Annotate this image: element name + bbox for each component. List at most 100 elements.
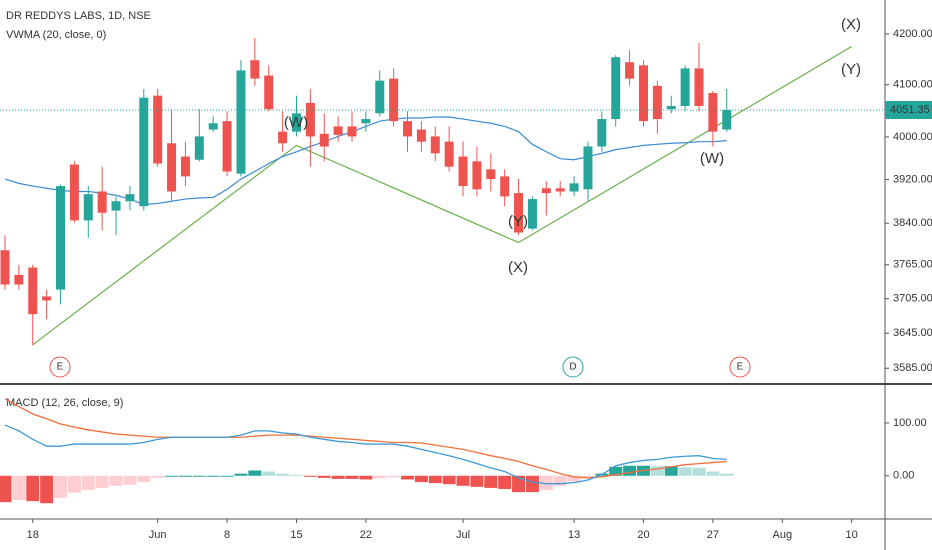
histogram-bar bbox=[165, 475, 179, 477]
macd-line bbox=[4, 424, 727, 485]
candle-body bbox=[250, 60, 260, 79]
histogram-bar bbox=[401, 475, 415, 480]
candle-body bbox=[42, 296, 52, 301]
histogram-bar bbox=[206, 475, 220, 477]
candle-body bbox=[486, 169, 496, 180]
candle-body bbox=[541, 188, 551, 194]
y-tick-label: 4100.00 bbox=[893, 79, 932, 91]
candle-body bbox=[500, 176, 510, 197]
y-tick-label: 3765.00 bbox=[893, 259, 932, 271]
x-tick-label: 20 bbox=[637, 529, 649, 541]
histogram-bar bbox=[109, 475, 123, 486]
histogram-bar bbox=[498, 475, 512, 489]
y-tick-label: 3920.00 bbox=[893, 173, 932, 185]
histogram-bar bbox=[248, 470, 262, 476]
histogram-bar bbox=[706, 471, 720, 476]
wave-label: (X) bbox=[841, 16, 861, 33]
x-tick-label: 18 bbox=[27, 529, 39, 541]
histogram-bar bbox=[428, 475, 442, 484]
y-tick-label: 100.00 bbox=[893, 417, 927, 429]
histogram-bar bbox=[484, 475, 498, 488]
y-tick-label: 4200.00 bbox=[893, 28, 932, 40]
indicator-label: MACD (12, 26, close, 9) bbox=[6, 397, 123, 409]
signal-line bbox=[4, 398, 727, 479]
candle-body bbox=[361, 119, 371, 124]
y-tick-label: 3705.00 bbox=[893, 293, 932, 305]
candle-body bbox=[694, 68, 704, 107]
wave-line bbox=[32, 46, 852, 346]
histogram-bar bbox=[220, 475, 234, 477]
histogram-bar bbox=[414, 475, 428, 483]
candle-body bbox=[472, 161, 482, 190]
candle-body bbox=[625, 62, 635, 79]
candle-body bbox=[236, 70, 246, 174]
histogram-bar bbox=[720, 473, 734, 476]
candle-body bbox=[14, 274, 24, 285]
histogram-bar bbox=[512, 475, 526, 493]
histogram-bar bbox=[581, 475, 595, 478]
candle-body bbox=[305, 102, 315, 137]
x-tick-label: Jul bbox=[456, 529, 470, 541]
candle-body bbox=[652, 85, 662, 120]
wave-label: (Y) bbox=[508, 213, 528, 230]
x-tick-label: Aug bbox=[772, 529, 792, 541]
histogram-bar bbox=[123, 475, 137, 485]
candle-body bbox=[444, 141, 454, 167]
histogram-bar bbox=[317, 475, 331, 478]
candle-body bbox=[403, 121, 413, 137]
candle-body bbox=[153, 95, 163, 164]
histogram-bar bbox=[553, 475, 567, 486]
histogram-bar bbox=[345, 475, 359, 479]
histogram-bar bbox=[26, 475, 40, 502]
histogram-bar bbox=[303, 475, 317, 477]
histogram-bar bbox=[678, 467, 692, 476]
histogram-bar bbox=[359, 475, 373, 480]
candle-body bbox=[139, 97, 149, 207]
event-marker bbox=[562, 356, 584, 378]
candle-body bbox=[458, 156, 468, 187]
candle-body bbox=[208, 123, 218, 130]
x-tick-label: 27 bbox=[707, 529, 719, 541]
event-marker bbox=[49, 356, 71, 378]
wave-label: (Y) bbox=[841, 61, 861, 78]
candle-body bbox=[555, 188, 565, 192]
histogram-bar bbox=[0, 475, 12, 503]
last-price-box bbox=[885, 101, 932, 120]
candle-body bbox=[514, 193, 524, 233]
candle-body bbox=[722, 110, 732, 130]
histogram-bar bbox=[12, 475, 26, 501]
histogram-bar bbox=[692, 467, 706, 476]
indicator-label: VWMA (20, close, 0) bbox=[6, 29, 106, 41]
histogram-bar bbox=[373, 475, 387, 479]
candle-body bbox=[666, 106, 676, 110]
candle-body bbox=[264, 75, 274, 110]
chart-title: DR REDDYS LABS, 1D, NSE bbox=[6, 10, 151, 22]
y-tick-label: 3840.00 bbox=[893, 217, 932, 229]
candle-body bbox=[708, 93, 718, 132]
wave-label: (W) bbox=[284, 114, 308, 131]
histogram-bar bbox=[387, 475, 401, 478]
histogram-bar bbox=[456, 475, 470, 486]
candle-body bbox=[416, 129, 426, 142]
x-tick-label: 10 bbox=[846, 529, 858, 541]
candle-body bbox=[97, 191, 107, 213]
histogram-bar bbox=[81, 475, 95, 491]
x-tick-label: 13 bbox=[568, 529, 580, 541]
histogram-bar bbox=[289, 474, 303, 476]
histogram-bar bbox=[331, 475, 345, 479]
candle-body bbox=[680, 68, 690, 107]
event-label: E bbox=[57, 362, 64, 373]
x-tick-label: 8 bbox=[224, 529, 230, 541]
event-label: E bbox=[737, 362, 744, 373]
histogram-bar bbox=[40, 475, 54, 504]
histogram-bar bbox=[470, 475, 484, 487]
candle-body bbox=[278, 131, 288, 144]
y-tick-label: 3645.00 bbox=[893, 327, 932, 339]
histogram-bar bbox=[276, 473, 290, 476]
candle-body bbox=[430, 136, 440, 154]
histogram-bar bbox=[67, 475, 81, 493]
candle-body bbox=[222, 121, 232, 172]
